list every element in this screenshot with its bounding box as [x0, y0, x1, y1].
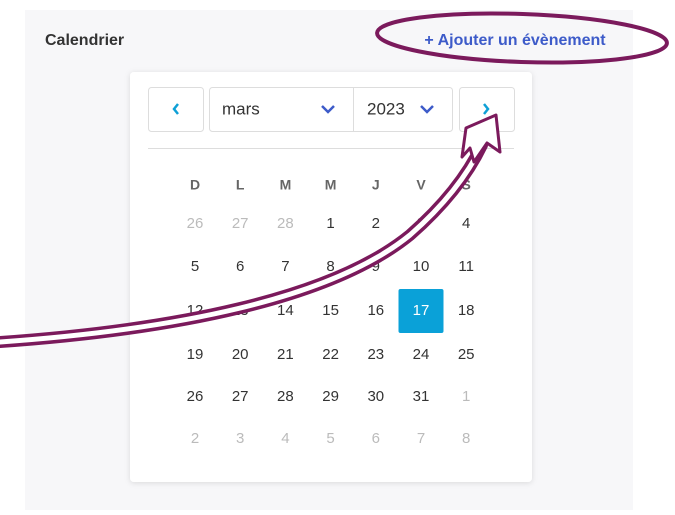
- day[interactable]: 5: [326, 430, 334, 447]
- title: Calendrier: [45, 32, 124, 49]
- day[interactable]: 7: [417, 430, 425, 447]
- arrow: [0, 113, 502, 348]
- day[interactable]: 21: [277, 346, 294, 363]
- year-select[interactable]: 2023: [367, 99, 405, 118]
- day[interactable]: 18: [458, 302, 475, 319]
- day[interactable]: 14: [277, 302, 294, 319]
- day[interactable]: 23: [367, 346, 384, 363]
- day[interactable]: 2: [191, 430, 199, 447]
- day[interactable]: 15: [322, 302, 339, 319]
- day[interactable]: 8: [326, 258, 334, 275]
- day[interactable]: 20: [232, 346, 249, 363]
- selected-day-bg: [398, 289, 444, 333]
- day[interactable]: 7: [281, 258, 289, 275]
- day[interactable]: 24: [413, 346, 430, 363]
- day[interactable]: 29: [322, 388, 339, 405]
- day[interactable]: 26: [187, 215, 204, 232]
- highlight-ellipse: [375, 11, 669, 65]
- day[interactable]: 4: [281, 430, 289, 447]
- day[interactable]: 1: [462, 388, 470, 405]
- day[interactable]: 25: [458, 346, 475, 363]
- day[interactable]: 1: [326, 215, 334, 232]
- day[interactable]: 27: [232, 215, 249, 232]
- day[interactable]: 28: [277, 215, 294, 232]
- day[interactable]: 28: [277, 388, 294, 405]
- next-icon: [483, 103, 490, 115]
- add-event-link[interactable]: + Ajouter un évènement: [424, 32, 606, 49]
- day[interactable]: 6: [236, 258, 244, 275]
- day[interactable]: 8: [462, 430, 470, 447]
- day[interactable]: 9: [372, 258, 380, 275]
- year-chevron: [420, 105, 434, 114]
- weekday: J: [372, 177, 380, 193]
- day[interactable]: 26: [187, 388, 204, 405]
- weekday: S: [462, 177, 471, 193]
- prev-icon: [172, 103, 179, 115]
- weekday: V: [416, 177, 426, 193]
- day[interactable]: 30: [367, 388, 384, 405]
- selected-day[interactable]: 17: [413, 302, 430, 319]
- month-select[interactable]: mars: [222, 99, 260, 118]
- weekday: L: [236, 177, 245, 193]
- day[interactable]: 31: [413, 388, 430, 405]
- weekday: M: [280, 177, 292, 193]
- day[interactable]: 2: [372, 215, 380, 232]
- weekday: M: [325, 177, 337, 193]
- day[interactable]: 3: [236, 430, 244, 447]
- day[interactable]: 4: [462, 215, 470, 232]
- day[interactable]: 10: [413, 258, 430, 275]
- day[interactable]: 16: [367, 302, 384, 319]
- day[interactable]: 11: [458, 258, 474, 275]
- day[interactable]: 19: [187, 346, 204, 363]
- day[interactable]: 22: [322, 346, 339, 363]
- month-chevron: [321, 105, 335, 114]
- day[interactable]: 5: [191, 258, 199, 275]
- weekday: D: [190, 177, 200, 193]
- day[interactable]: 6: [372, 430, 380, 447]
- arrow-inner: [0, 142, 485, 345]
- arrow-head: [460, 113, 502, 164]
- day[interactable]: 27: [232, 388, 249, 405]
